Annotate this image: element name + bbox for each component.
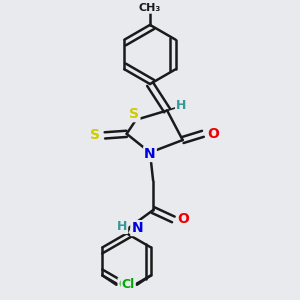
Text: N: N: [131, 221, 143, 235]
Text: O: O: [177, 212, 189, 226]
Text: CH₃: CH₃: [139, 3, 161, 13]
Text: N: N: [144, 147, 156, 161]
Text: S: S: [90, 128, 100, 142]
Text: H: H: [117, 220, 127, 233]
Text: H: H: [176, 99, 186, 112]
Text: O: O: [207, 127, 219, 141]
Text: Cl: Cl: [122, 278, 135, 291]
Text: S: S: [129, 107, 140, 121]
Text: Cl: Cl: [118, 278, 132, 291]
